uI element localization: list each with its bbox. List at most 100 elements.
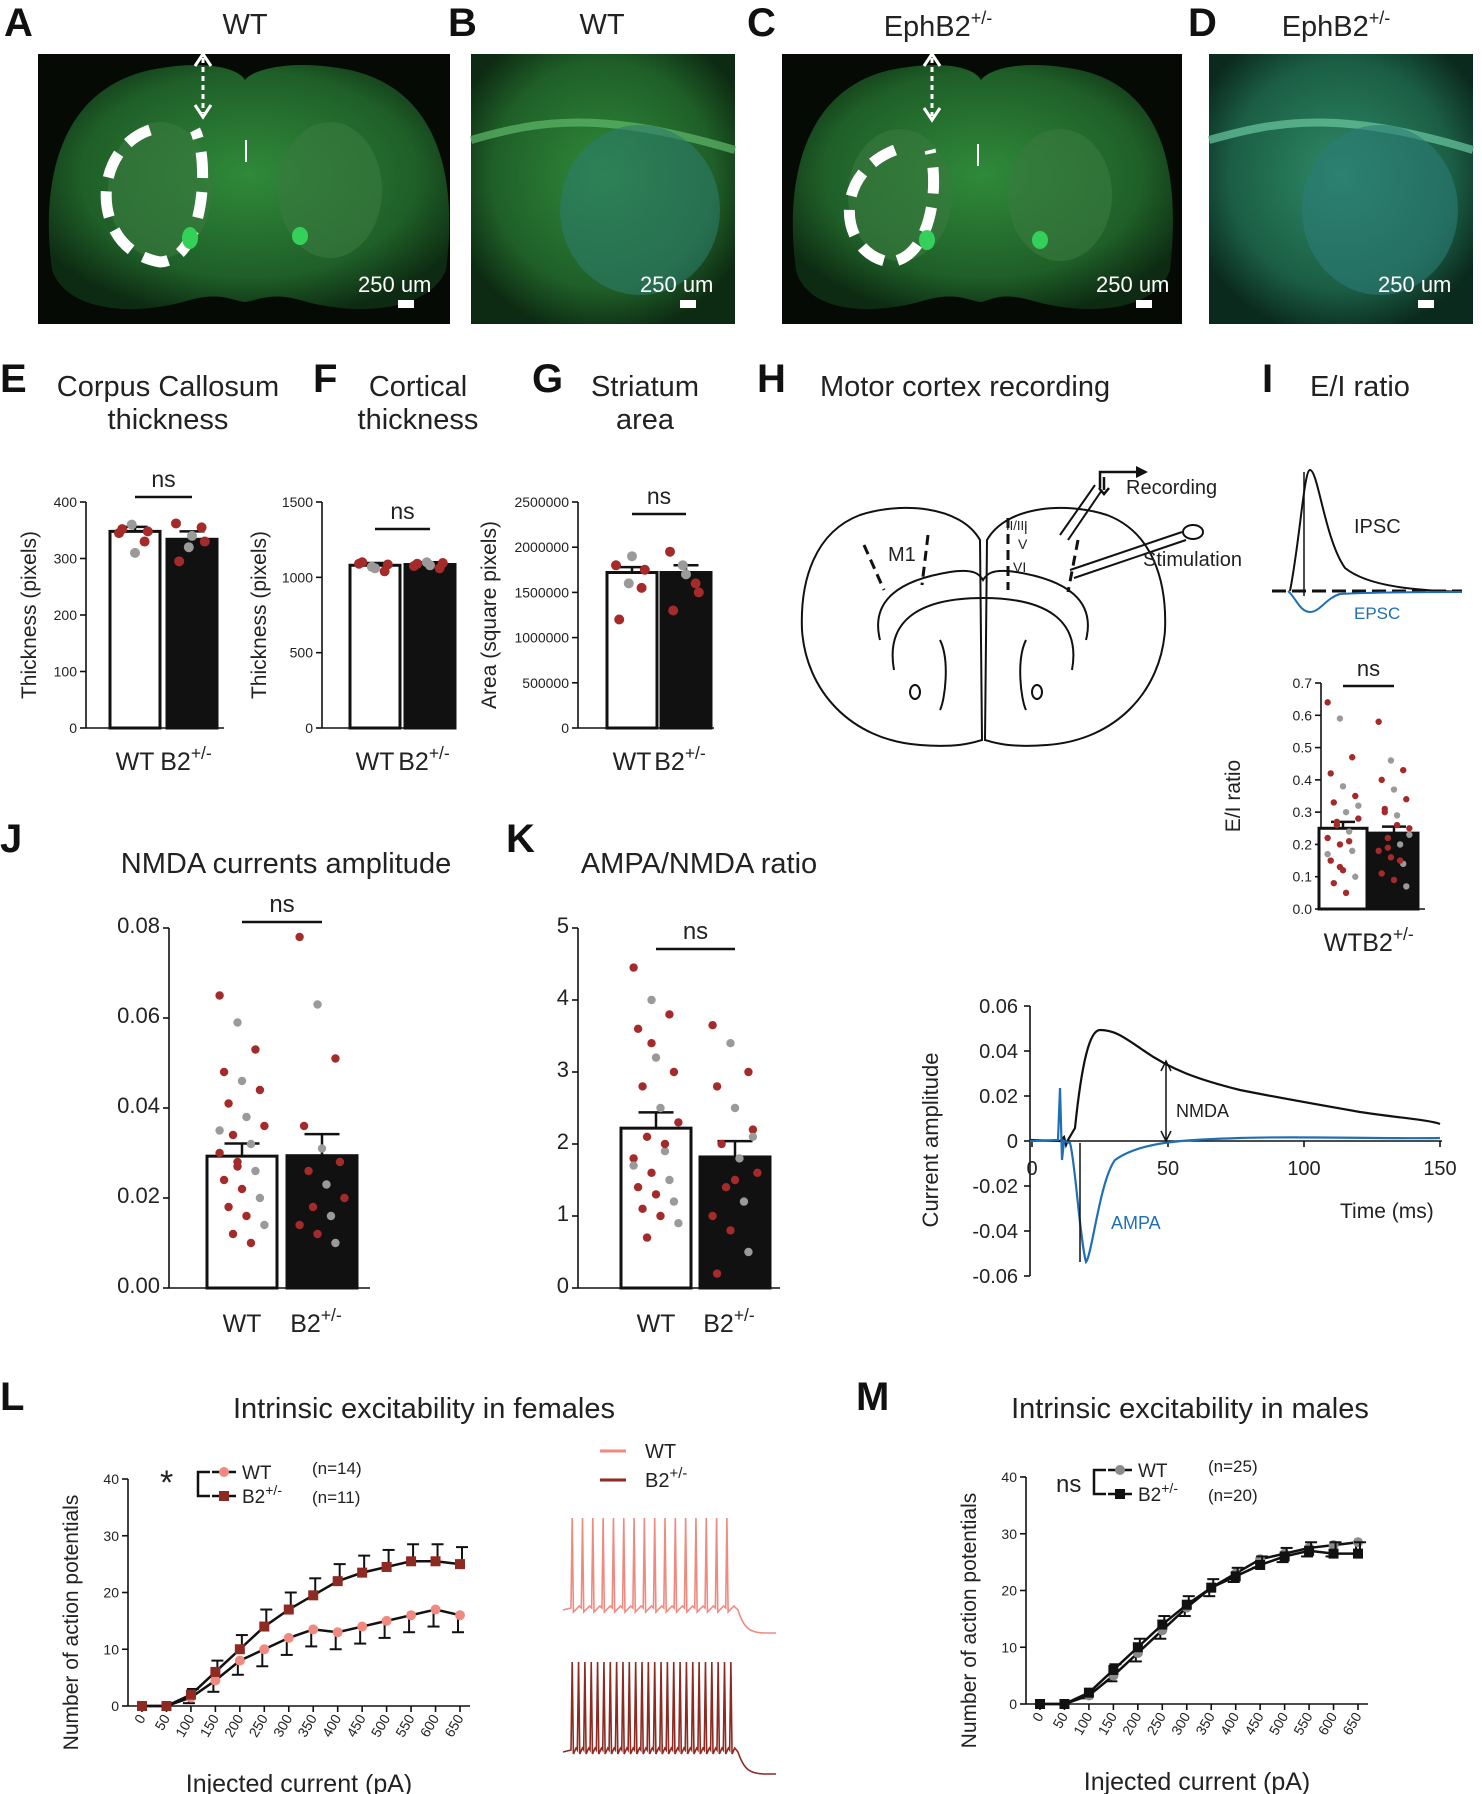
panel-letter-K: K (506, 817, 535, 861)
J-data-point (251, 1045, 260, 1054)
E-data-point (139, 536, 150, 547)
micrograph-C-title-sup: +/- (971, 8, 993, 28)
E-ytick-label: 0 (69, 720, 77, 736)
J-xlabel-wt: WT (223, 1310, 262, 1338)
I-xlabel-b2: B2+/- (1362, 924, 1414, 957)
striatum-region-B (560, 125, 720, 295)
micrograph-C-title-base: EphB2 (884, 11, 971, 43)
J-data-point (246, 1139, 256, 1149)
panel-letter-M: M (856, 1375, 889, 1419)
stimulation-label: Stimulation (1143, 549, 1242, 571)
L-xtick-label: 300 (270, 1711, 296, 1739)
K-data-point (748, 1125, 758, 1134)
M-xtick-label: 200 (1119, 1709, 1145, 1737)
I-data-point (1406, 831, 1413, 838)
K-data-point (753, 1168, 762, 1178)
scale-bar-A (398, 300, 414, 308)
I-data-point (1352, 873, 1359, 880)
K-data-point (660, 1147, 670, 1156)
title-J: NMDA currents amplitude (121, 848, 451, 880)
M-series-line-0 (1040, 1541, 1359, 1706)
M-xtick-label: 50 (1049, 1709, 1071, 1731)
J-data-point (219, 1175, 229, 1185)
trace-ytick-label: 0.04 (979, 1041, 1018, 1063)
J-data-point (237, 1076, 247, 1086)
K-data-point (638, 1204, 647, 1214)
spike-traces: WT B2+/- (562, 1441, 776, 1775)
J-data-point (215, 1148, 224, 1158)
K-data-point (647, 1039, 656, 1048)
corpus-callosum-outline (877, 569, 1089, 641)
E-data-point (130, 547, 140, 558)
L-point-wt (308, 1624, 319, 1635)
M-series-line-1 (1040, 1549, 1358, 1706)
M-point-b2 (1035, 1699, 1045, 1709)
epsc-label: EPSC (1354, 604, 1400, 623)
I-data-point (1339, 783, 1347, 790)
L-xtick-label: 450 (343, 1711, 369, 1739)
layer-V-label: V (1018, 536, 1028, 552)
ampa-trace (1029, 1087, 1441, 1265)
L-point-b2 (332, 1576, 343, 1587)
J-data-point (219, 1067, 229, 1077)
J-data-point (304, 1166, 313, 1176)
M-xtick-label: 650 (1339, 1709, 1365, 1737)
L-significance-label: * (160, 1464, 173, 1502)
spike-legend-b2-base: B2 (645, 1470, 669, 1492)
K-data-point (708, 1020, 717, 1030)
L-point-wt (210, 1675, 221, 1686)
stimulation-tip (1182, 524, 1204, 540)
K-data-point (735, 1154, 744, 1163)
I-data-point (1387, 854, 1395, 861)
K-data-point (730, 1103, 740, 1113)
J-data-point (224, 1099, 233, 1108)
K-data-point (726, 1226, 735, 1235)
I-significance-label: ns (1357, 656, 1380, 681)
I-data-point (1349, 754, 1356, 761)
M-xtick-label: 0 (1029, 1709, 1047, 1724)
recording-boundary-right (1066, 539, 1080, 593)
M-point-b2 (1353, 1548, 1363, 1559)
ipsc-trace (1289, 468, 1463, 593)
I-data-point (1324, 850, 1331, 858)
I-ytick-label: 0.4 (1293, 772, 1313, 788)
K-data-point (647, 1168, 656, 1178)
recording-pipette (1059, 484, 1103, 541)
anterior-commissure-C-right (1032, 231, 1048, 249)
scale-bar-C (1136, 300, 1152, 308)
M-point-b2 (1255, 1559, 1266, 1570)
I-ytick-label: 0.1 (1293, 869, 1313, 885)
M-xtick-label: 400 (1217, 1709, 1243, 1737)
J-data-point (242, 1112, 251, 1122)
M-x-label: Injected current (pA) (1084, 1768, 1311, 1794)
recording-wire (1098, 470, 1140, 488)
J-data-point (295, 932, 304, 942)
E-data-point (183, 542, 194, 553)
G-significance-label: ns (647, 483, 671, 509)
I-data-point (1327, 770, 1334, 777)
I-data-point (1400, 766, 1407, 774)
G-data-point (627, 551, 637, 562)
L-xtick-label: 0 (131, 1711, 149, 1726)
K-xlabel-b2-base: B2 (703, 1310, 734, 1338)
J-ytick-label: 0.08 (117, 913, 160, 938)
panel-letter-A: A (4, 1, 33, 45)
K-data-point (730, 1175, 740, 1185)
M-legend-n-1: (n=20) (1208, 1486, 1258, 1505)
I-data-point (1330, 879, 1337, 887)
trace-y-label: Current amplitude (918, 1053, 943, 1228)
E-ytick-label: 100 (54, 664, 78, 680)
G-data-point (623, 578, 634, 589)
G-data-point (681, 569, 691, 580)
I-data-point (1384, 844, 1392, 851)
K-xlabel-wt: WT (637, 1310, 676, 1338)
ventricle-outline (891, 596, 1075, 671)
I-data-point (1390, 786, 1398, 793)
M-xtick-label: 350 (1192, 1709, 1218, 1737)
micrograph-B: B WT 250 um (448, 1, 737, 324)
F-xlabel-b2-base: B2 (398, 748, 429, 776)
ventricle-left (909, 684, 921, 700)
K-data-point (651, 1053, 661, 1062)
G-data-point (639, 564, 650, 575)
layer-I-label: I (1024, 522, 1028, 537)
